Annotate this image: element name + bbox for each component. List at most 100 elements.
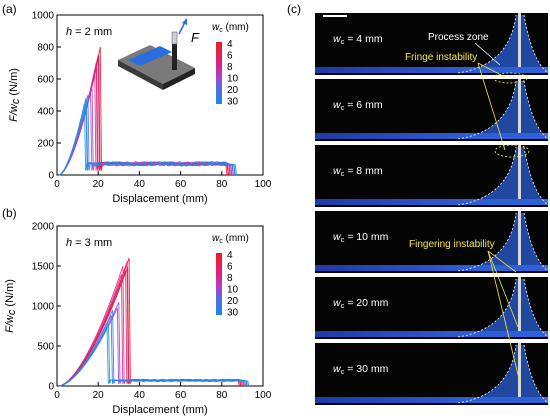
photo-label: wc = 30 mm xyxy=(333,363,389,376)
y-axis-title-unit: (N/m) xyxy=(8,68,20,99)
legend-label: 8 xyxy=(227,273,233,284)
legend-label: 6 xyxy=(227,51,233,62)
series-line-6-mm xyxy=(58,270,243,387)
legend-title-unit: (mm) xyxy=(223,22,249,33)
photo-label: wc = 10 mm xyxy=(333,231,389,244)
fringe-instability-label: Fringe instability xyxy=(405,52,477,63)
y-axis-title-sub: c xyxy=(6,309,18,315)
gel-strip xyxy=(315,265,548,271)
photo-label-var: w xyxy=(333,99,342,111)
legend-label: 8 xyxy=(227,62,233,73)
photo-label-sub: c xyxy=(341,301,345,310)
legend-title-var: w xyxy=(212,22,220,33)
series-line-6-mm xyxy=(58,261,242,387)
fingering-leader-3 xyxy=(487,250,521,384)
annotation-h-var: h xyxy=(66,26,72,38)
photo-label-value: = 30 mm xyxy=(344,363,388,375)
x-tick-label: 100 xyxy=(255,390,272,401)
series-line-8-mm xyxy=(58,265,244,387)
photo-label: wc = 6 mm xyxy=(333,99,383,112)
legend-label: 10 xyxy=(227,74,239,85)
peel-tab xyxy=(518,211,521,265)
y-axis-title: F/wc (N/m) xyxy=(4,279,18,333)
tab-bar xyxy=(172,44,177,70)
legend-label: 6 xyxy=(227,262,233,273)
substrate-side xyxy=(163,68,195,90)
series-line-4-mm xyxy=(58,266,241,387)
x-tick-label: 80 xyxy=(216,390,228,401)
tab-bar-top xyxy=(171,31,178,45)
force-label: F xyxy=(191,30,200,45)
fringe-leader-2 xyxy=(477,62,506,151)
x-tick-label: 20 xyxy=(93,179,105,190)
fringe-ellipse-1 xyxy=(492,72,528,84)
series-line-30-mm xyxy=(58,103,237,176)
substrate-front xyxy=(118,60,163,90)
legend-label: 20 xyxy=(227,296,239,307)
legend-colorbar xyxy=(216,42,222,104)
peel-tab xyxy=(518,79,521,133)
x-tick-label: 60 xyxy=(175,390,187,401)
legend-label: 4 xyxy=(227,250,233,261)
series-layer xyxy=(58,257,250,387)
panel-label-b: (b) xyxy=(2,206,17,220)
force-arrow xyxy=(178,21,186,35)
process-zone-outline xyxy=(457,344,517,404)
series-line-10-mm xyxy=(58,307,246,387)
photo-label-value: = 4 mm xyxy=(344,33,382,45)
x-axis-title: Displacement (mm) xyxy=(112,193,207,205)
y-tick-label: 400 xyxy=(37,107,54,118)
panel-label-a: (a) xyxy=(2,2,17,16)
x-tick-label: 80 xyxy=(216,179,228,190)
process-zone-outline xyxy=(457,80,517,140)
photo-label: wc = 4 mm xyxy=(333,33,383,46)
legend-title-sub: c xyxy=(219,238,223,245)
process-zone-outline xyxy=(523,146,549,206)
y-tick-label: 500 xyxy=(37,342,54,353)
y-axis-title-unit: (N/m) xyxy=(4,279,16,310)
process-zone-outline xyxy=(457,278,517,338)
process-zone-leader xyxy=(474,42,501,66)
series-layer xyxy=(58,46,237,176)
process-zone-outline xyxy=(457,14,517,74)
gel-strip xyxy=(315,67,548,73)
peel-tab xyxy=(518,145,521,199)
y-axis-title: F/wc (N/m) xyxy=(8,68,22,122)
series-line-4-mm xyxy=(58,257,240,387)
annotation-h: h = 2 mm xyxy=(66,26,112,38)
process-zone-outline xyxy=(523,278,549,338)
fingering-leader-2 xyxy=(487,250,519,328)
legend-title-unit: (mm) xyxy=(223,233,249,244)
fringe-leader-1 xyxy=(477,62,506,78)
peel-tab xyxy=(518,343,521,397)
fingering-leader-1 xyxy=(487,250,517,273)
y-tick-label: 200 xyxy=(37,139,54,150)
annotation-h-value: = 2 mm xyxy=(72,26,112,38)
process-zone-outline xyxy=(523,80,549,140)
x-tick-label: 40 xyxy=(134,179,146,190)
photo-label-sub: c xyxy=(341,103,345,112)
photo-row: wc = 30 mm xyxy=(315,343,549,405)
legend-label: 30 xyxy=(227,308,239,319)
process-zone-outline xyxy=(523,212,549,272)
photo-label-value: = 8 mm xyxy=(344,165,382,177)
photo-row: wc = 4 mm xyxy=(315,13,549,75)
x-tick-label: 100 xyxy=(255,179,272,190)
y-axis-title-main: F/w xyxy=(8,103,20,122)
process-zone-outline xyxy=(523,344,549,404)
photo-label-sub: c xyxy=(341,37,345,46)
process-zone-outline xyxy=(523,14,549,74)
y-axis-title-sub: c xyxy=(10,98,22,104)
photo-label-sub: c xyxy=(341,235,345,244)
y-tick-label: 1500 xyxy=(32,262,55,273)
y-tick-label: 2000 xyxy=(32,222,55,233)
photo-label-sub: c xyxy=(341,367,345,376)
y-tick-label: 1000 xyxy=(32,302,55,313)
